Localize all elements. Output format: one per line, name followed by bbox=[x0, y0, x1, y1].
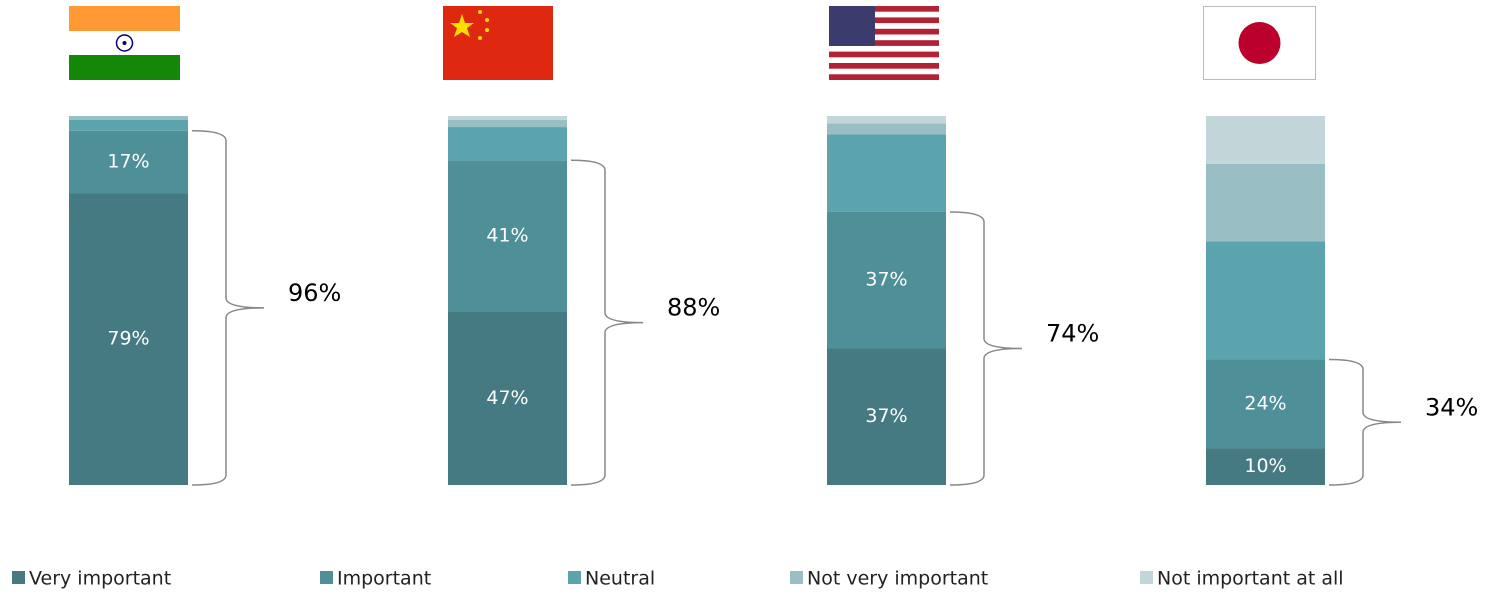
legend-swatch bbox=[790, 571, 803, 584]
bar-segment bbox=[69, 116, 188, 120]
legend-label: Important bbox=[337, 568, 431, 590]
value-label: 79% bbox=[107, 328, 149, 350]
bar-segment bbox=[1206, 241, 1325, 360]
legend-label: Very important bbox=[29, 568, 171, 590]
bar-segment bbox=[1206, 163, 1325, 242]
value-label: 24% bbox=[1244, 392, 1286, 414]
legend-label: Not important at all bbox=[1157, 568, 1344, 590]
bar-segment bbox=[827, 211, 946, 349]
bar-segment bbox=[448, 119, 567, 128]
bar-segment bbox=[827, 123, 946, 135]
bar-segment bbox=[827, 348, 946, 485]
bar-segment bbox=[448, 160, 567, 312]
legend-swatch bbox=[320, 571, 333, 584]
legend-swatch bbox=[12, 571, 25, 584]
bar-segment bbox=[827, 116, 946, 124]
legend-label: Not very important bbox=[807, 568, 988, 590]
legend-label: Neutral bbox=[585, 568, 655, 590]
bar-segment bbox=[1206, 116, 1325, 164]
bar-segment bbox=[69, 130, 188, 194]
bracket bbox=[1328, 358, 1402, 486]
legend-swatch bbox=[568, 571, 581, 584]
bar-segment bbox=[1206, 448, 1325, 485]
bar-segment bbox=[1206, 359, 1325, 449]
value-label: 37% bbox=[865, 269, 907, 291]
bracket-label: 74% bbox=[1046, 319, 1099, 347]
flag-china bbox=[443, 6, 553, 80]
bar-segment bbox=[448, 127, 567, 161]
bar-segment bbox=[69, 193, 188, 486]
bracket bbox=[949, 211, 1023, 486]
value-label: 10% bbox=[1244, 455, 1286, 477]
value-label: 17% bbox=[107, 151, 149, 173]
bracket bbox=[570, 159, 644, 486]
value-label: 37% bbox=[865, 405, 907, 427]
flag-japan bbox=[1203, 6, 1316, 80]
bar-segment bbox=[448, 116, 567, 120]
legend-swatch bbox=[1140, 571, 1153, 584]
bracket-label: 96% bbox=[288, 279, 341, 307]
bar-segment bbox=[69, 119, 188, 131]
bar-segment bbox=[827, 134, 946, 212]
value-label: 47% bbox=[486, 387, 528, 409]
bracket-label: 34% bbox=[1425, 393, 1478, 421]
bracket bbox=[191, 130, 265, 486]
flag-india bbox=[69, 6, 180, 80]
bracket-label: 88% bbox=[667, 294, 720, 322]
bar-segment bbox=[448, 311, 567, 485]
flag-usa bbox=[829, 6, 939, 80]
value-label: 41% bbox=[486, 224, 528, 246]
